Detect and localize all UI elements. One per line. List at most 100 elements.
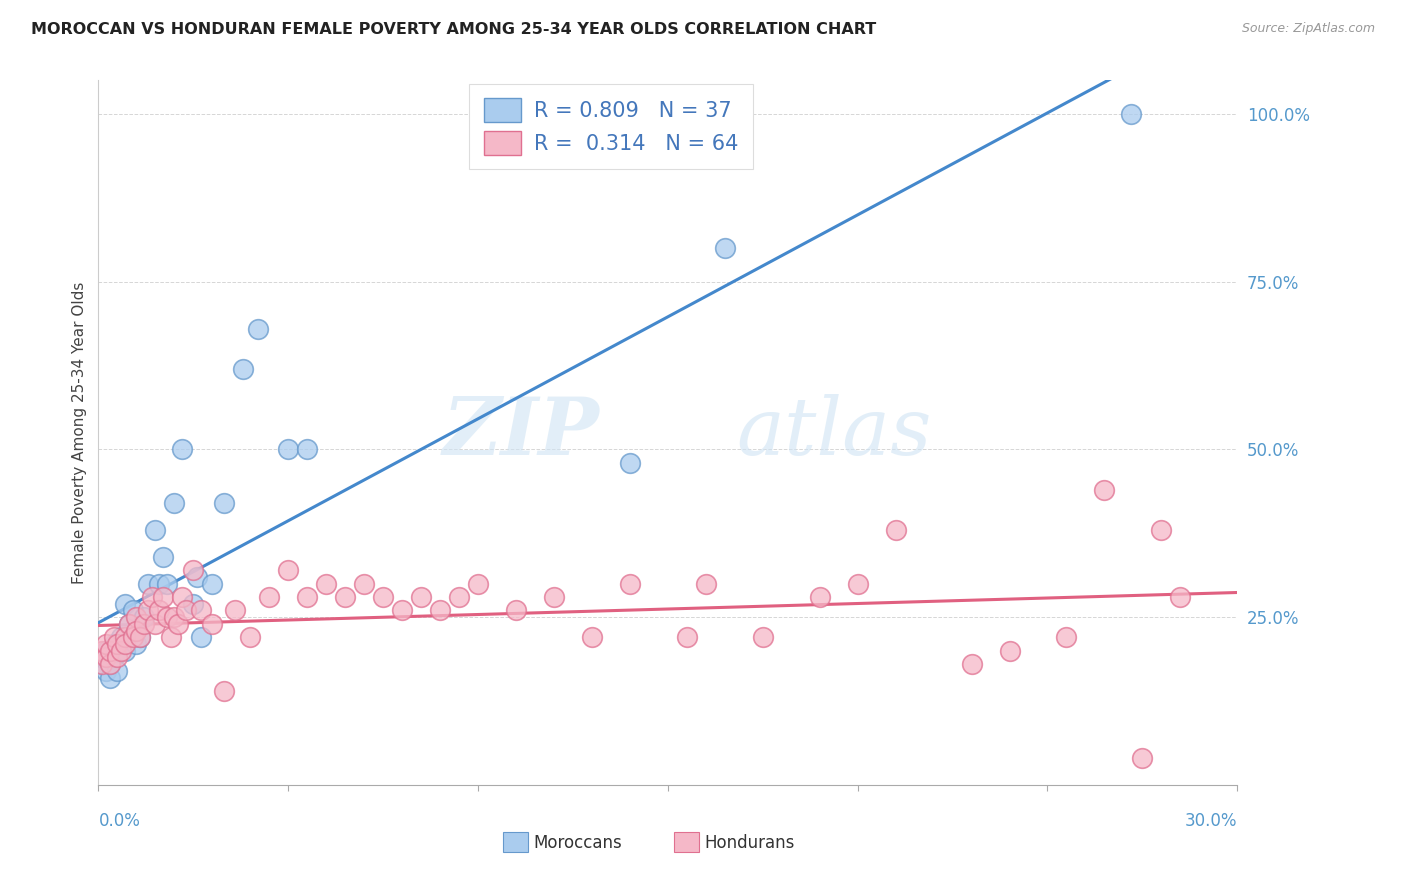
Point bbox=[132, 610, 155, 624]
Point bbox=[1119, 107, 1142, 121]
Point bbox=[136, 603, 159, 617]
Point bbox=[110, 644, 132, 658]
Point bbox=[98, 671, 121, 685]
Point bbox=[846, 576, 869, 591]
Point bbox=[141, 590, 163, 604]
Point bbox=[94, 664, 117, 678]
Point bbox=[121, 630, 143, 644]
Point bbox=[114, 597, 136, 611]
Point bbox=[145, 523, 167, 537]
Point bbox=[259, 590, 281, 604]
Point bbox=[277, 442, 299, 457]
Point bbox=[1170, 590, 1192, 604]
Point bbox=[156, 576, 179, 591]
Point bbox=[163, 496, 186, 510]
Text: 30.0%: 30.0% bbox=[1185, 812, 1237, 830]
Point bbox=[167, 616, 190, 631]
Point bbox=[148, 576, 170, 591]
Point bbox=[297, 442, 319, 457]
Point bbox=[121, 603, 143, 617]
Point bbox=[132, 616, 155, 631]
Point bbox=[125, 624, 148, 638]
Point bbox=[107, 637, 129, 651]
Point bbox=[315, 576, 337, 591]
Point bbox=[91, 657, 114, 672]
Point bbox=[224, 603, 246, 617]
Point bbox=[110, 630, 132, 644]
Point bbox=[1132, 751, 1154, 765]
FancyBboxPatch shape bbox=[503, 832, 527, 852]
Point bbox=[118, 616, 141, 631]
Point bbox=[156, 610, 179, 624]
Point bbox=[114, 637, 136, 651]
Point bbox=[449, 590, 471, 604]
Point bbox=[107, 644, 129, 658]
Point bbox=[695, 576, 717, 591]
Point bbox=[94, 644, 117, 658]
Point bbox=[174, 603, 197, 617]
Point bbox=[118, 616, 141, 631]
Point bbox=[543, 590, 565, 604]
Point bbox=[148, 603, 170, 617]
Point bbox=[391, 603, 413, 617]
Point bbox=[186, 570, 208, 584]
Point bbox=[212, 684, 235, 698]
Point bbox=[170, 442, 193, 457]
Point bbox=[808, 590, 831, 604]
Point bbox=[1094, 483, 1116, 497]
Point bbox=[619, 576, 641, 591]
Y-axis label: Female Poverty Among 25-34 Year Olds: Female Poverty Among 25-34 Year Olds bbox=[72, 282, 87, 583]
Point bbox=[1150, 523, 1173, 537]
Point bbox=[125, 610, 148, 624]
Point bbox=[163, 610, 186, 624]
Point bbox=[107, 664, 129, 678]
Point bbox=[159, 630, 181, 644]
Point bbox=[467, 576, 489, 591]
Point bbox=[277, 563, 299, 577]
Text: ZIP: ZIP bbox=[443, 394, 599, 471]
Point bbox=[201, 616, 224, 631]
Point bbox=[103, 650, 125, 665]
Point bbox=[98, 644, 121, 658]
Point bbox=[239, 630, 262, 644]
Point bbox=[619, 456, 641, 470]
Point bbox=[103, 637, 125, 651]
Point bbox=[114, 644, 136, 658]
Point bbox=[125, 637, 148, 651]
Point bbox=[998, 644, 1021, 658]
Point bbox=[212, 496, 235, 510]
Point bbox=[183, 597, 205, 611]
Text: Hondurans: Hondurans bbox=[704, 834, 794, 852]
Point bbox=[94, 637, 117, 651]
Text: Moroccans: Moroccans bbox=[533, 834, 623, 852]
Point bbox=[91, 644, 114, 658]
Point bbox=[136, 576, 159, 591]
Point bbox=[335, 590, 357, 604]
Point bbox=[411, 590, 433, 604]
Point bbox=[353, 576, 375, 591]
Point bbox=[170, 590, 193, 604]
Point bbox=[91, 650, 114, 665]
Point bbox=[190, 603, 212, 617]
Point bbox=[201, 576, 224, 591]
Point bbox=[714, 241, 737, 255]
Point bbox=[145, 616, 167, 631]
Point bbox=[246, 321, 269, 335]
Point bbox=[232, 362, 254, 376]
Text: 0.0%: 0.0% bbox=[98, 812, 141, 830]
Point bbox=[114, 630, 136, 644]
Point bbox=[752, 630, 775, 644]
Point bbox=[152, 549, 174, 564]
Text: atlas: atlas bbox=[737, 394, 932, 471]
Point bbox=[884, 523, 907, 537]
Point bbox=[129, 630, 152, 644]
Point bbox=[429, 603, 451, 617]
Point bbox=[98, 657, 121, 672]
Point bbox=[91, 657, 114, 672]
Point bbox=[581, 630, 603, 644]
Point bbox=[505, 603, 527, 617]
Point bbox=[152, 590, 174, 604]
Text: Source: ZipAtlas.com: Source: ZipAtlas.com bbox=[1241, 22, 1375, 36]
Point bbox=[960, 657, 983, 672]
Point bbox=[1056, 630, 1078, 644]
